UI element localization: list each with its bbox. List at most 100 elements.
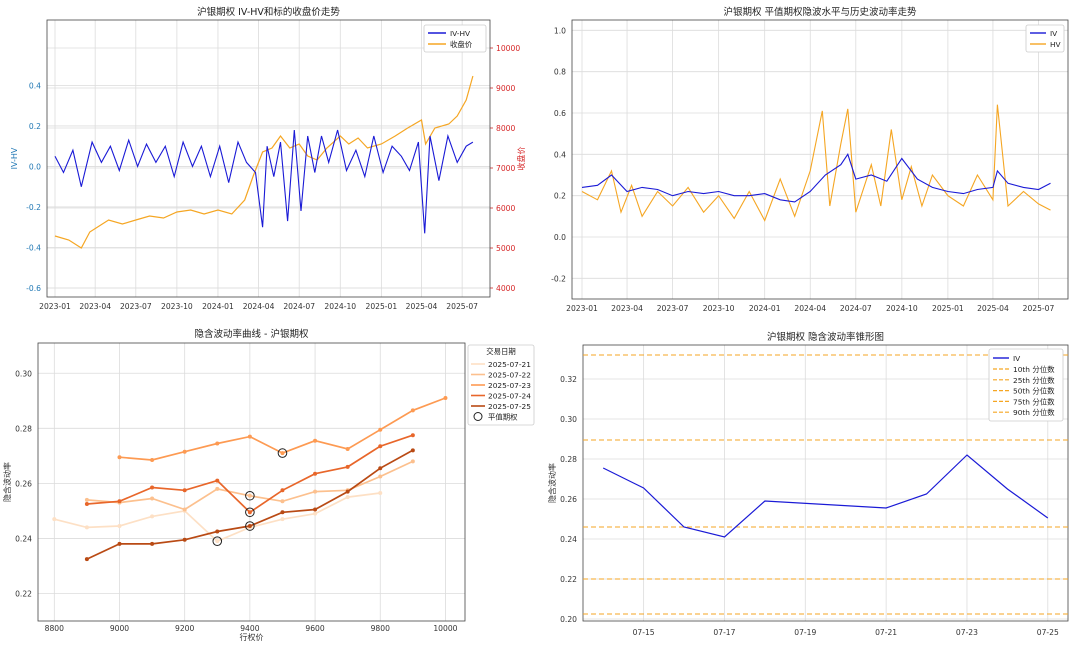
y2-tick-label: 4000: [496, 284, 515, 293]
y-tick-label: -0.6: [26, 284, 41, 293]
smile-point: [345, 495, 350, 500]
x-tick-label: 2023-04: [79, 302, 111, 311]
smile-point: [247, 493, 252, 498]
smile-point: [150, 485, 155, 490]
x-tick-label: 9800: [371, 624, 390, 633]
legend: [423, 24, 487, 53]
x-tick-label: 2025-07: [1023, 304, 1055, 313]
hv-line: [581, 104, 1051, 222]
x-tick-label: 2023-04: [611, 304, 643, 313]
x-tick-label: 2025-01: [932, 304, 964, 313]
smile-point: [410, 459, 415, 464]
chart-title: 沪银期权 平值期权隐波水平与历史波动率走势: [723, 6, 917, 18]
x-tick-label: 2025-04: [977, 304, 1009, 313]
y-tick-label: 0.8: [554, 68, 566, 77]
x-tick-label: 2024-01: [749, 304, 781, 313]
y-tick-label: 0.2: [554, 192, 566, 201]
y2-tick-label: 5000: [496, 244, 515, 253]
smile-point: [410, 408, 415, 413]
smile-point: [247, 524, 252, 529]
iv-line: [581, 153, 1051, 203]
atm-marker: [245, 521, 255, 531]
x-tick-label: 07-19: [794, 628, 816, 637]
smile-point: [280, 499, 285, 504]
legend-label: IV: [1050, 29, 1057, 38]
x-tick-label: 2023-07: [657, 304, 689, 313]
iv-hv-line: [54, 129, 474, 234]
y-tick-label: -0.2: [551, 274, 566, 283]
iv-hv-price-chart: -0.6 -0.4 -0.2 0.0 0.2 0.4 4000 5000 6000 7000 800…: [10, 6, 526, 311]
x-tick-label: 07-21: [875, 628, 897, 637]
x-tick-label: 9200: [175, 624, 194, 633]
smile-point: [410, 433, 415, 438]
y2-tick-label: 8000: [496, 124, 515, 133]
smile-point: [84, 502, 89, 507]
y-tick-label: 0.32: [560, 375, 577, 384]
y-tick-label: 0.28: [15, 424, 32, 433]
legend-label: 90th 分位数: [1013, 408, 1055, 417]
smile-point: [84, 557, 89, 562]
y-tick-label: 0.30: [560, 415, 577, 424]
y2-tick-label: 9000: [496, 84, 515, 93]
legend-label: 平值期权: [488, 413, 518, 422]
plot-frame: [582, 344, 1069, 622]
legend-label: HV: [1050, 40, 1061, 49]
y-tick-label: -0.4: [26, 243, 41, 252]
smile-point: [443, 396, 448, 401]
legend-label: 2025-07-23: [488, 381, 531, 390]
smile-point: [150, 496, 155, 501]
smile-point: [313, 507, 318, 512]
legend-label: 50th 分位数: [1013, 387, 1055, 396]
smile-point: [280, 488, 285, 493]
x-tick-label: 2025-04: [406, 302, 438, 311]
y-tick-label: 0.24: [560, 535, 577, 544]
y-tick-label: 0.26: [15, 479, 32, 488]
plot-frame: [37, 342, 466, 622]
x-tick-label: 2024-07: [283, 302, 315, 311]
legend-label: 2025-07-21: [488, 360, 531, 369]
x-tick-label: 2024-07: [840, 304, 872, 313]
smile-point: [117, 499, 122, 504]
smile-point: [313, 471, 318, 476]
x-tick-label: 8800: [45, 624, 64, 633]
x-tick-label: 07-25: [1037, 628, 1059, 637]
smile-point: [247, 434, 252, 439]
y-tick-label: 1.0: [554, 26, 566, 35]
legend-label: IV-HV: [450, 29, 470, 38]
iv-smile-chart: 0.22 0.24 0.26 0.28 0.30 8800 9000 9200 9400 9600…: [2, 328, 535, 642]
chart-title: 沪银期权 IV-HV和标的收盘价走势: [197, 6, 340, 18]
y-tick-label: 0.28: [560, 455, 577, 464]
smile-point: [345, 464, 350, 469]
y2-tick-label: 7000: [496, 164, 515, 173]
x-tick-label: 2024-01: [202, 302, 234, 311]
y-tick-label: 0.24: [15, 534, 32, 543]
iv-cone-chart: 0.20 0.22 0.24 0.26 0.28 0.30 0.32 07-15 07-17 07…: [547, 331, 1069, 637]
atm-marker: [245, 507, 255, 518]
x-tick-label: 2023-10: [161, 302, 193, 311]
smile-line-2025-07-23: [119, 397, 446, 461]
legend: [467, 344, 535, 426]
y-tick-label: 0.0: [554, 233, 566, 242]
smile-point: [280, 510, 285, 515]
y2-axis-label: 收盘价: [516, 147, 526, 171]
plot-frame: [571, 19, 1069, 300]
smile-point: [215, 478, 220, 483]
smile-point: [345, 446, 350, 451]
y-tick-label: 0.2: [29, 122, 41, 131]
x-tick-label: 2023-10: [703, 304, 735, 313]
x-tick-label: 07-17: [713, 628, 735, 637]
x-tick-label: 2023-01: [39, 302, 71, 311]
atm-marker: [245, 490, 255, 501]
y-axis-label: IV-HV: [10, 147, 19, 169]
legend-label: 收盘价: [450, 40, 473, 49]
smile-point: [313, 511, 318, 516]
smile-point: [378, 466, 383, 471]
legend-label: IV: [1013, 354, 1020, 363]
legend-atm-marker: [473, 412, 483, 421]
iv-line: [602, 454, 1049, 538]
smile-point: [52, 517, 57, 522]
x-tick-label: 2024-04: [243, 302, 275, 311]
smile-point: [182, 449, 187, 454]
x-axis-label: 行权价: [240, 632, 264, 642]
smile-point: [215, 486, 220, 491]
